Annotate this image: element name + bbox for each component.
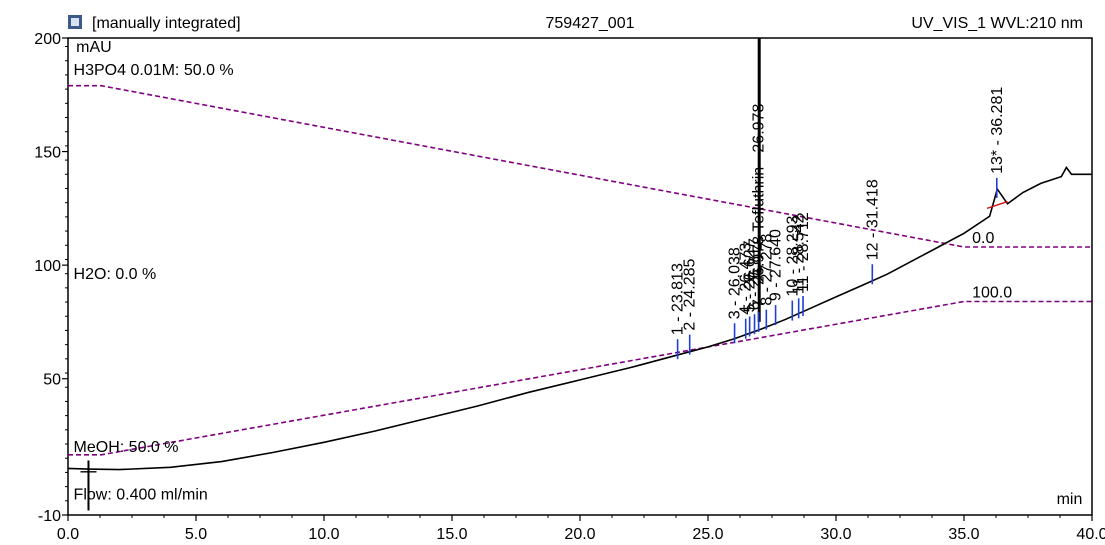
x-tick-label: 25.0 bbox=[692, 526, 723, 543]
integration-label: [manually integrated] bbox=[92, 15, 241, 32]
x-tick-label: 30.0 bbox=[820, 526, 851, 543]
peak-label: 7 - 26.978 Tefluthrin - 26.978 bbox=[751, 104, 768, 308]
plot-frame bbox=[67, 37, 1093, 516]
peak-label: 8 - 27.278 bbox=[758, 234, 775, 306]
x-tick-label: 0.0 bbox=[57, 526, 79, 543]
gradient-h3po4-line bbox=[68, 84, 1092, 248]
chart-annotation: H2O: 0.0 % bbox=[74, 266, 157, 283]
peak-label: 12 - 31.418 bbox=[864, 179, 881, 260]
x-tick-label: 20.0 bbox=[564, 526, 595, 543]
peak-label: 11 - 28.712 bbox=[795, 212, 812, 292]
x-tick-label: 5.0 bbox=[185, 526, 207, 543]
x-tick-label: 10.0 bbox=[308, 526, 339, 543]
peak-baseline bbox=[986, 200, 1008, 210]
peak-label: 3 - 26.038 bbox=[727, 247, 744, 319]
peak-label: 2 - 24.285 bbox=[682, 258, 699, 330]
y-tick-label: 200 bbox=[34, 31, 61, 48]
chart-annotation: mAU bbox=[76, 39, 112, 56]
chart-annotation: min bbox=[1057, 491, 1083, 508]
chart-doc-icon-inner bbox=[71, 18, 79, 26]
peak-label: 5 - 26.627 bbox=[742, 240, 759, 312]
channel-label: UV_VIS_1 WVL:210 nm bbox=[911, 15, 1083, 32]
y-tick-label: 150 bbox=[34, 145, 61, 162]
x-tick-label: 40.0 bbox=[1076, 526, 1105, 543]
chromatogram-line bbox=[67, 166, 1092, 471]
peak-label: 13* - 36.281 bbox=[989, 87, 1006, 174]
title-bar: [manually integrated] 759427_001 UV_VIS_… bbox=[68, 15, 1083, 32]
chart-annotation: H3PO4 0.01M: 50.0 % bbox=[74, 62, 234, 79]
peak-label: 4 - 26.473 bbox=[738, 243, 755, 315]
peak-label: 9 - 27.640 bbox=[768, 229, 785, 301]
chart-annotation: 0.0 bbox=[972, 230, 994, 247]
peak-label: 6 - 26.817 bbox=[747, 238, 764, 310]
y-tick-label: 100 bbox=[34, 258, 61, 275]
y-tick-label: 50 bbox=[43, 372, 61, 389]
peak-label: 10 - 28.293 bbox=[784, 216, 801, 297]
chart-annotation: Flow: 0.400 ml/min bbox=[74, 487, 208, 504]
sample-name: 759427_001 bbox=[546, 15, 635, 32]
x-tick-label: 35.0 bbox=[948, 526, 979, 543]
peak-label: 11 - 28.542 bbox=[791, 214, 808, 294]
x-tick-label: 15.0 bbox=[436, 526, 467, 543]
y-tick-label: -10 bbox=[38, 508, 61, 525]
chart-annotation: MeOH: 50.0 % bbox=[74, 439, 179, 456]
gradient-meoh-line bbox=[68, 300, 1092, 456]
chart-annotation: 100.0 bbox=[972, 284, 1012, 301]
peak-label: 1 - 23.813 bbox=[670, 263, 687, 335]
